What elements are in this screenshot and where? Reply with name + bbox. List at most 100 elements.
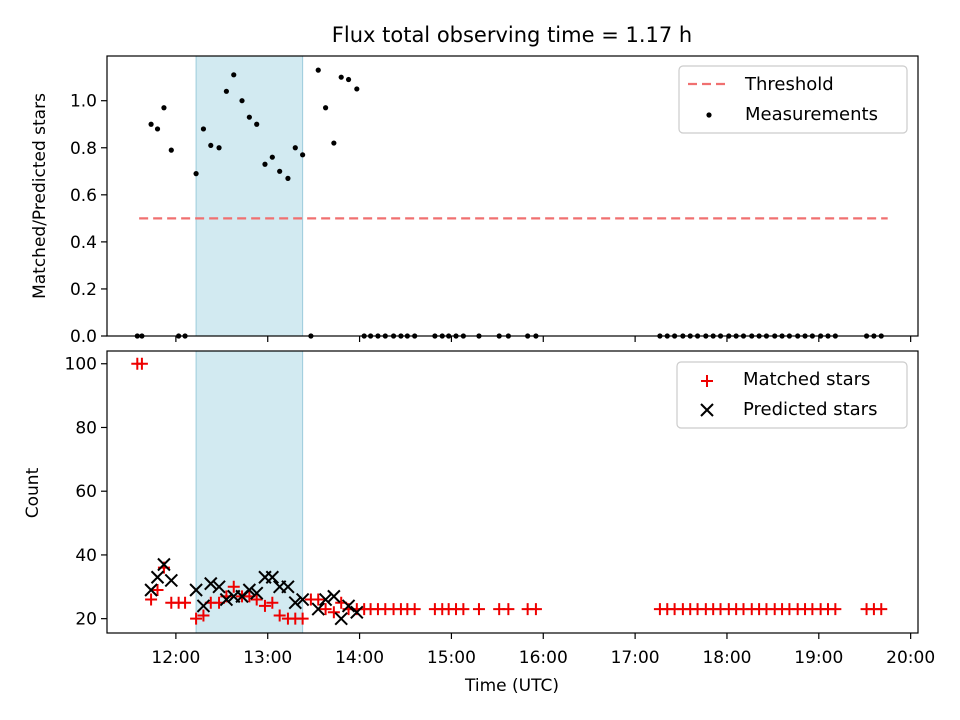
- predicted-star-marker: [350, 605, 364, 619]
- measurement-point: [292, 145, 298, 151]
- measurement-point: [262, 161, 268, 167]
- measurement-point: [354, 86, 360, 92]
- matched-star-marker: [408, 603, 421, 616]
- matched-star-marker: [327, 606, 340, 619]
- measurement-point: [200, 126, 207, 132]
- matched-star-marker: [875, 603, 888, 616]
- top-x-ticks: [175, 336, 912, 342]
- bottom-legend: Matched stars Predicted stars: [676, 361, 908, 429]
- top-y-tick-label: 0.6: [70, 186, 97, 206]
- predicted-star-marker: [189, 583, 203, 597]
- matched-star-marker: [319, 603, 332, 616]
- measurement-point: [315, 67, 321, 73]
- measurement-point: [300, 152, 306, 158]
- matched-star-marker: [457, 603, 470, 616]
- predicted-star-marker: [265, 570, 280, 584]
- predicted-stars-points: [144, 557, 364, 626]
- measurement-point: [285, 175, 291, 181]
- x-tick-label: 12:00: [151, 648, 200, 668]
- measurement-point: [322, 105, 329, 111]
- measurement-point: [161, 105, 167, 111]
- matched-star-marker: [250, 593, 263, 606]
- matched-star-marker: [227, 580, 240, 593]
- x-tick-label: 17:00: [611, 648, 660, 668]
- predicted-star-marker: [288, 596, 302, 610]
- predicted-star-marker: [150, 570, 165, 584]
- bottom-panel: 20 40 60 80 100 12:00 13:00 14:00 15:00 16:00 17:…: [23, 350, 935, 696]
- predicted-star-marker: [204, 576, 218, 591]
- top-panel: 0.0 0.2 0.4 0.6 0.8 1.0 Matched/Predicted sta…: [30, 55, 919, 347]
- predicted-star-marker: [318, 592, 333, 607]
- matched-star-marker: [145, 593, 158, 606]
- x-tick-label: 16:00: [519, 648, 568, 668]
- x-axis-label: Time (UTC): [464, 676, 559, 696]
- x-tick-label: 15:00: [427, 648, 476, 668]
- bottom-y-ticks: 20 40 60 80 100: [65, 355, 107, 630]
- measurement-point: [331, 140, 337, 146]
- x-tick-label: 19:00: [794, 648, 843, 668]
- x-tick-label: 13:00: [243, 648, 292, 668]
- measurement-point: [208, 142, 214, 149]
- matched-stars-points: [131, 357, 888, 625]
- top-y-ticks: 0.0 0.2 0.4 0.6 0.8 1.0: [70, 92, 107, 347]
- measurement-point: [246, 114, 252, 120]
- bottom-axes-frame: [106, 350, 919, 634]
- predicted-star-marker: [196, 599, 211, 613]
- matched-star-marker: [529, 603, 542, 616]
- top-axes-frame: [106, 55, 919, 337]
- measurement-point: [277, 168, 283, 174]
- top-y-tick-label: 0.8: [70, 139, 97, 159]
- top-legend-box: [678, 65, 908, 134]
- x-tick-label: 18:00: [702, 648, 751, 668]
- predicted-star-marker: [212, 580, 226, 594]
- x-tick-label: 14:00: [335, 648, 384, 668]
- predicted-star-marker: [341, 599, 356, 613]
- bottom-legend-box: [676, 361, 908, 429]
- measurement-point: [154, 126, 161, 132]
- bottom-y-tick-label: 80: [75, 418, 97, 438]
- legend-threshold-label: Threshold: [744, 74, 834, 95]
- predicted-star-marker: [327, 589, 341, 604]
- matched-star-marker: [151, 583, 164, 596]
- measurement-point: [231, 72, 237, 78]
- top-y-tick-label: 0.0: [70, 327, 97, 347]
- predicted-star-marker: [164, 573, 178, 588]
- bottom-y-tick-label: 40: [75, 546, 97, 566]
- measurement-point: [254, 121, 260, 127]
- legend-measurements-swatch: [706, 112, 712, 118]
- matched-star-marker: [502, 603, 515, 616]
- top-y-tick-label: 1.0: [70, 92, 97, 112]
- matched-star-marker: [312, 593, 325, 606]
- bottom-y-tick-label: 60: [75, 482, 97, 502]
- x-tick-label: 20:00: [886, 648, 935, 668]
- matched-star-marker: [273, 609, 286, 622]
- measurement-point: [269, 154, 275, 160]
- top-y-axis-label: Matched/Predicted stars: [30, 93, 50, 299]
- measurement-point: [193, 171, 199, 177]
- matched-star-marker: [190, 612, 203, 625]
- top-shaded-interval: [195, 55, 304, 337]
- legend-matched-label: Matched stars: [743, 369, 870, 390]
- bottom-y-axis-label: Count: [23, 467, 43, 518]
- measurement-point: [216, 145, 222, 151]
- measurement-point: [239, 98, 245, 104]
- measurement-point: [345, 76, 352, 83]
- predicted-star-marker: [281, 580, 295, 594]
- bottom-y-tick-label: 20: [75, 610, 97, 630]
- measurement-point: [148, 121, 154, 127]
- predicted-star-marker: [295, 592, 310, 607]
- predicted-star-marker: [311, 602, 325, 616]
- predicted-star-marker: [144, 583, 158, 597]
- predicted-star-marker: [250, 586, 264, 600]
- matched-star-marker: [829, 603, 842, 616]
- top-y-tick-label: 0.4: [70, 233, 97, 253]
- matched-star-marker: [296, 612, 309, 625]
- bottom-y-tick-label: 100: [65, 355, 97, 375]
- predicted-star-marker: [334, 611, 348, 626]
- matched-star-marker: [179, 596, 192, 609]
- legend-predicted-label: Predicted stars: [743, 399, 877, 420]
- legend-predicted-swatch: [700, 403, 714, 417]
- predicted-star-marker: [242, 583, 257, 597]
- predicted-star-marker: [157, 557, 171, 572]
- measurement-point: [168, 147, 174, 153]
